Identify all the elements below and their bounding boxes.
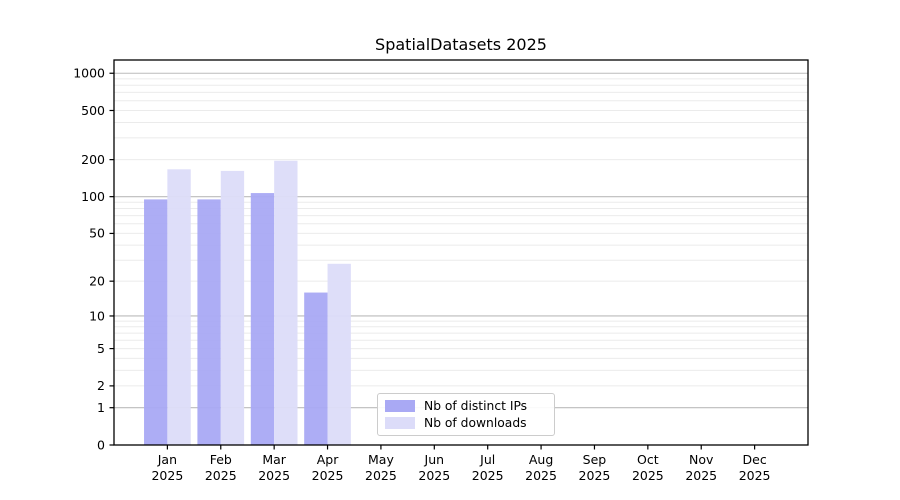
y-tick-label: 10 xyxy=(89,308,105,323)
bar-nb-of-distinct-ips-mar xyxy=(250,193,275,445)
y-tick-label: 200 xyxy=(81,152,105,167)
x-tick-label-year: 2025 xyxy=(632,468,664,483)
x-tick-label-month: Aug xyxy=(529,452,553,467)
bar-nb-of-distinct-ips-jan xyxy=(144,199,168,445)
y-tick-label: 2 xyxy=(97,378,105,393)
x-tick-label-month: Nov xyxy=(689,452,714,467)
x-tick-label-year: 2025 xyxy=(739,468,771,483)
x-tick-label-month: Dec xyxy=(743,452,767,467)
y-tick-label: 1 xyxy=(97,400,105,415)
plot-border xyxy=(113,59,809,446)
x-tick-label-year: 2025 xyxy=(525,468,557,483)
chart-legend: Nb of distinct IPs Nb of downloads xyxy=(377,393,555,436)
y-tick-label: 5 xyxy=(97,341,105,356)
bar-nb-of-downloads-apr xyxy=(327,263,351,445)
legend-item-downloads: Nb of downloads xyxy=(385,416,547,430)
bar-nb-of-downloads-feb xyxy=(220,170,245,445)
x-tick-label-month: Jul xyxy=(479,452,495,467)
y-tick-label: 50 xyxy=(89,226,105,241)
y-tick-label: 20 xyxy=(89,273,105,288)
x-tick-label-month: Sep xyxy=(583,452,607,467)
x-tick-label-month: Jun xyxy=(424,452,445,467)
bar-nb-of-distinct-ips-feb xyxy=(197,199,221,445)
x-tick-label-year: 2025 xyxy=(205,468,237,483)
x-tick-label-month: May xyxy=(368,452,394,467)
x-tick-label-year: 2025 xyxy=(151,468,183,483)
legend-label-distinct-ips: Nb of distinct IPs xyxy=(424,399,528,413)
bar-nb-of-downloads-jan xyxy=(167,169,191,445)
legend-swatch-downloads-icon xyxy=(385,417,415,429)
x-tick-label-year: 2025 xyxy=(685,468,717,483)
y-tick-label: 500 xyxy=(81,103,105,118)
y-tick-label: 100 xyxy=(81,189,105,204)
x-tick-label-month: Oct xyxy=(637,452,659,467)
x-tick-label-month: Jan xyxy=(157,452,177,467)
bar-nb-of-distinct-ips-apr xyxy=(304,292,328,445)
legend-swatch-distinct-ips-icon xyxy=(385,400,415,412)
x-tick-label-year: 2025 xyxy=(579,468,611,483)
x-tick-label-year: 2025 xyxy=(258,468,290,483)
chart-title: SpatialDatasets 2025 xyxy=(375,35,547,54)
x-tick-label-year: 2025 xyxy=(312,468,344,483)
x-tick-label-year: 2025 xyxy=(418,468,450,483)
legend-label-downloads: Nb of downloads xyxy=(424,416,527,430)
x-tick-label-year: 2025 xyxy=(365,468,397,483)
x-tick-label-month: Feb xyxy=(210,452,232,467)
y-tick-label: 0 xyxy=(97,437,105,452)
x-tick-label-month: Apr xyxy=(317,452,339,467)
legend-item-distinct-ips: Nb of distinct IPs xyxy=(385,399,547,413)
y-tick-label: 1000 xyxy=(73,66,105,81)
x-tick-label-month: Mar xyxy=(262,452,286,467)
bar-nb-of-downloads-mar xyxy=(274,160,298,445)
x-tick-label-year: 2025 xyxy=(472,468,504,483)
